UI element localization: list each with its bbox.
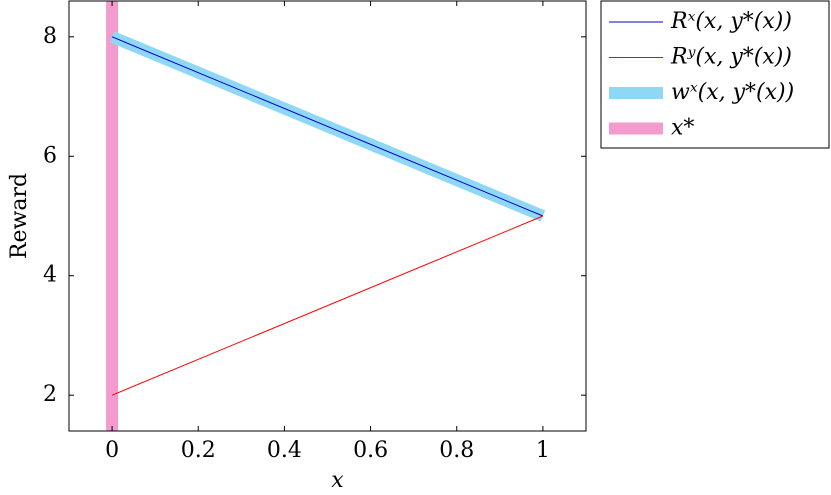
series-line xyxy=(111,36,544,217)
x-tick-label: 0.4 xyxy=(267,438,302,463)
x-axis-label: x xyxy=(331,468,344,493)
y-tick-label: 4 xyxy=(43,263,57,288)
x-tick-label: 0.2 xyxy=(181,438,216,463)
legend-label: Rˣ(x, y*(x)) xyxy=(670,9,792,34)
plot-frame xyxy=(68,0,587,432)
legend-label: wˣ(x, y*(x)) xyxy=(671,80,794,105)
y-tick-label: 8 xyxy=(43,24,57,49)
y-axis-label: Reward xyxy=(7,173,32,259)
x-tick-label: 1 xyxy=(536,438,550,463)
x-tick-label: 0.8 xyxy=(439,438,474,463)
x-tick-label: 0 xyxy=(105,438,119,463)
y-tick-label: 2 xyxy=(43,382,57,407)
plot xyxy=(106,1,546,431)
legend-label: x* xyxy=(671,116,694,141)
legend-label: Rʸ(x, y*(x)) xyxy=(670,45,792,70)
x-tick-label: 0.6 xyxy=(353,438,388,463)
series-line xyxy=(111,215,544,396)
y-tick-label: 6 xyxy=(43,143,57,168)
